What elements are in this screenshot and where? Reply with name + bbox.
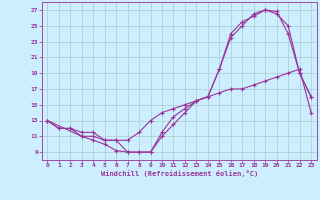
X-axis label: Windchill (Refroidissement éolien,°C): Windchill (Refroidissement éolien,°C): [100, 170, 258, 177]
